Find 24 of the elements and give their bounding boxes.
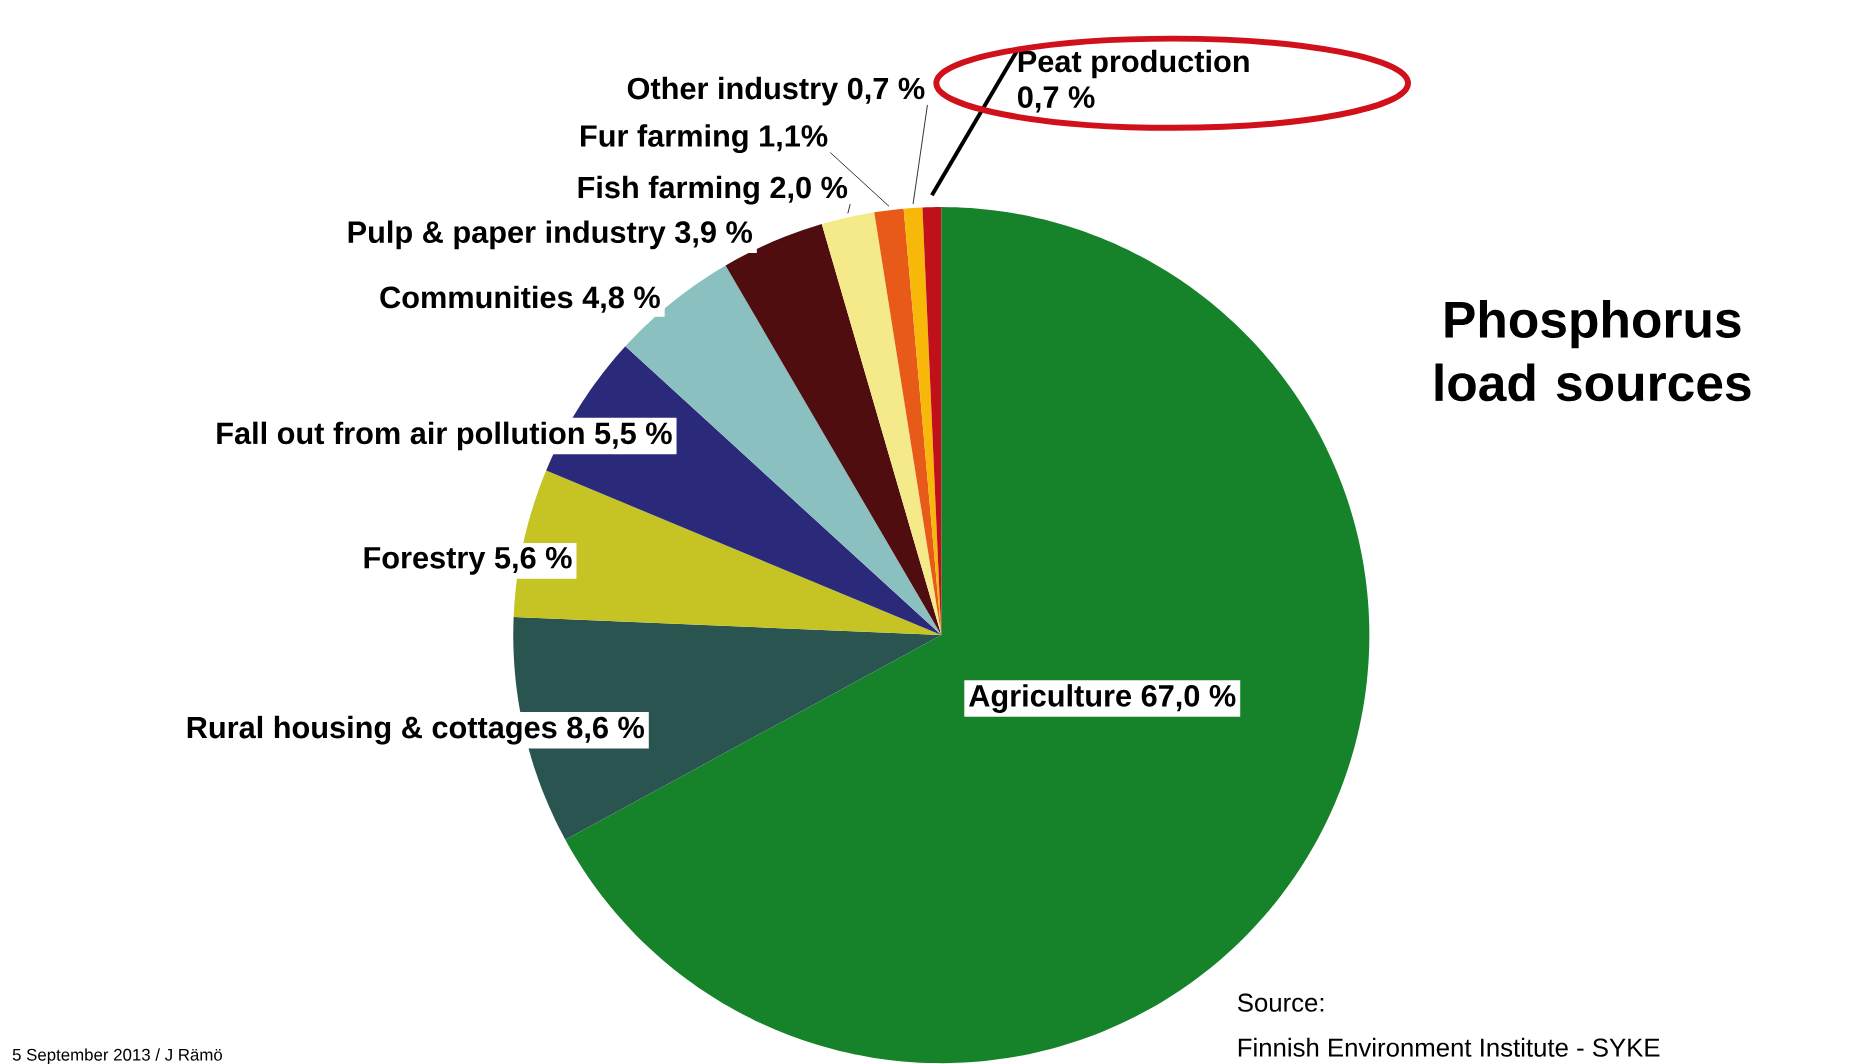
data-label: 5,5 % (594, 422, 672, 449)
text: Phosphorus load sources (1435, 300, 1751, 402)
slice-label: Fur farming (581, 124, 748, 154)
slice-label: Fall out from air pollution (217, 421, 584, 451)
slice-label: Forestry (364, 547, 486, 575)
slice-label: Fish farming (578, 175, 759, 205)
source-note: Source: (1237, 993, 1324, 1012)
data-label: 2,0 % (770, 176, 848, 203)
data-label: 8,6 % (567, 716, 645, 743)
data-label: 4,8 % (582, 286, 660, 313)
slice-label: Peat production (1018, 49, 1249, 79)
slice-label: Rural housing & cottages (187, 715, 557, 745)
data-label: 1,1% (760, 125, 828, 152)
data-label: 5,6 % (494, 546, 572, 574)
slice-label: Agriculture (969, 684, 1132, 713)
text: 5 September 2013 / J Rämö (12, 1048, 223, 1064)
slice-label: Pulp & paper industry (348, 220, 666, 250)
data-label: 0,7 % (1018, 86, 1095, 113)
data-label: 3,9 % (675, 221, 753, 248)
data-label: 67,0 % (1141, 684, 1236, 712)
text: Finnish Environment Institute - SYKE (1238, 1037, 1660, 1057)
data-label: 0,7 % (847, 77, 925, 104)
slice-label: Communities (380, 285, 573, 309)
slice-label: Other industry (627, 76, 838, 106)
